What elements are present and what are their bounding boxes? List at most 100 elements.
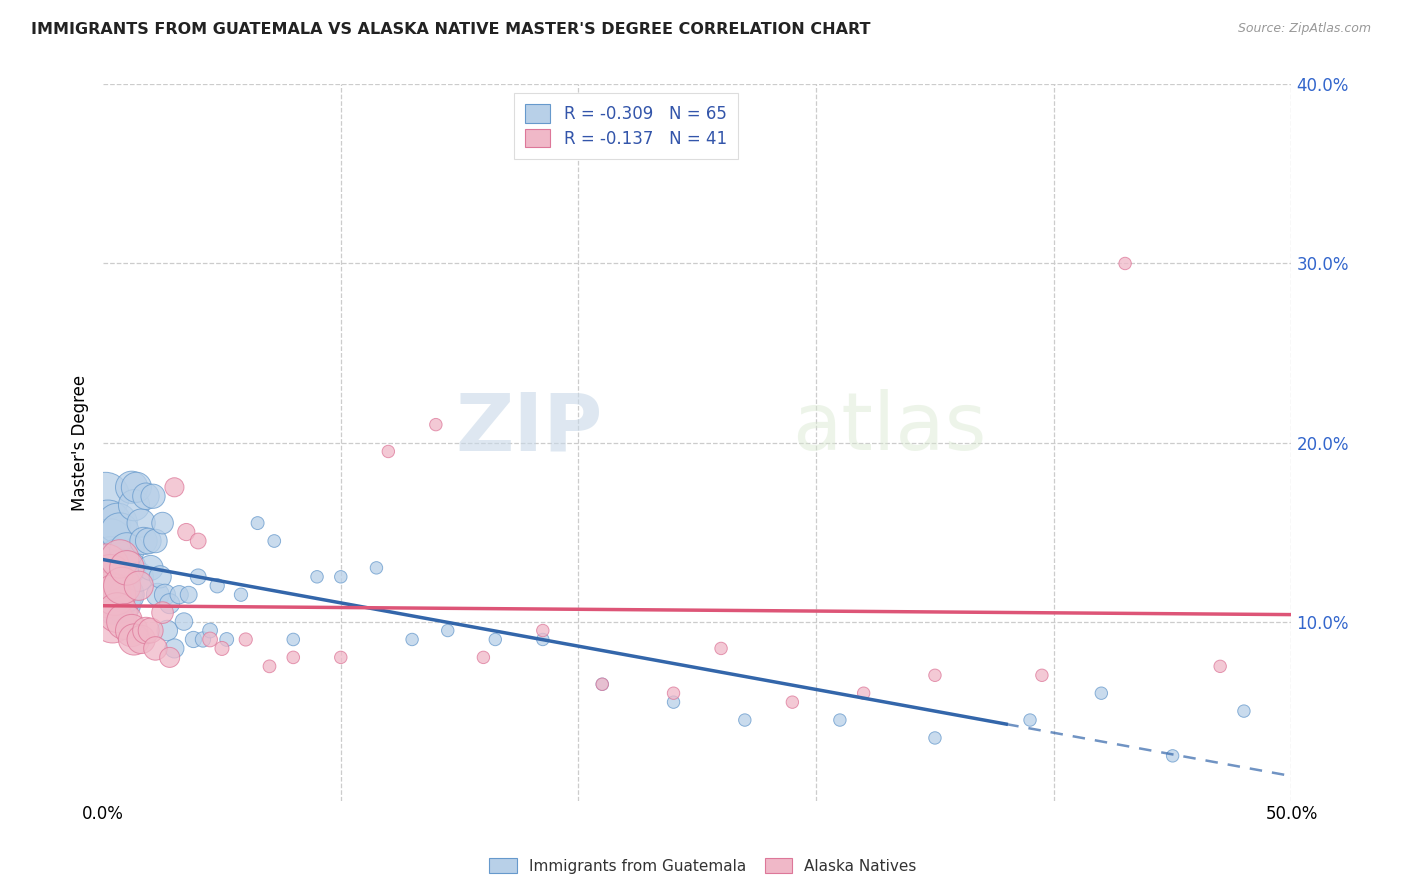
Point [329, 650, 352, 665]
Point [924, 668, 946, 682]
Legend: Immigrants from Guatemala, Alaska Natives: Immigrants from Guatemala, Alaska Native… [484, 852, 922, 880]
Point [167, 588, 190, 602]
Point [305, 570, 328, 584]
Point [366, 561, 388, 575]
Point [104, 570, 127, 584]
Point [472, 650, 495, 665]
Point [173, 615, 195, 629]
Point [177, 588, 200, 602]
Point [1161, 748, 1184, 763]
Point [108, 552, 131, 566]
Point [98, 534, 121, 549]
Point [187, 570, 209, 584]
Point [111, 579, 134, 593]
Point [128, 579, 150, 593]
Point [531, 624, 554, 638]
Point [1114, 256, 1136, 270]
Text: atlas: atlas [793, 389, 987, 467]
Point [145, 641, 167, 656]
Point [122, 498, 145, 512]
Point [531, 632, 554, 647]
Point [125, 480, 148, 494]
Point [152, 516, 174, 530]
Point [852, 686, 875, 700]
Point [129, 516, 152, 530]
Point [163, 641, 186, 656]
Point [159, 597, 181, 611]
Point [591, 677, 613, 691]
Point [149, 570, 172, 584]
Point [183, 632, 205, 647]
Point [156, 624, 179, 638]
Text: IMMIGRANTS FROM GUATEMALA VS ALASKA NATIVE MASTER'S DEGREE CORRELATION CHART: IMMIGRANTS FROM GUATEMALA VS ALASKA NATI… [31, 22, 870, 37]
Point [104, 588, 127, 602]
Text: ZIP: ZIP [456, 389, 602, 467]
Point [135, 489, 157, 503]
Point [98, 570, 121, 584]
Point [115, 543, 138, 558]
Point [263, 534, 285, 549]
Point [111, 597, 134, 611]
Point [591, 677, 613, 691]
Point [205, 579, 228, 593]
Point [129, 632, 152, 647]
Point [377, 444, 399, 458]
Point [1209, 659, 1232, 673]
Point [114, 615, 136, 629]
Point [401, 632, 423, 647]
Point [152, 606, 174, 620]
Point [229, 588, 252, 602]
Point [121, 624, 143, 638]
Point [246, 516, 269, 530]
Point [118, 561, 141, 575]
Point [1031, 668, 1053, 682]
Point [146, 588, 169, 602]
Point [198, 632, 221, 647]
Point [484, 632, 506, 647]
Point [329, 570, 352, 584]
Point [924, 731, 946, 745]
Point [782, 695, 804, 709]
Point [145, 534, 167, 549]
Point [101, 588, 124, 602]
Point [111, 561, 134, 575]
Point [105, 606, 128, 620]
Point [98, 552, 121, 566]
Point [142, 489, 165, 503]
Point [153, 588, 176, 602]
Legend: R = -0.309   N = 65, R = -0.137   N = 41: R = -0.309 N = 65, R = -0.137 N = 41 [513, 93, 738, 160]
Point [101, 561, 124, 575]
Point [97, 516, 120, 530]
Point [105, 516, 128, 530]
Point [211, 641, 233, 656]
Point [425, 417, 447, 432]
Point [108, 524, 131, 539]
Point [1090, 686, 1112, 700]
Point [128, 570, 150, 584]
Point [97, 588, 120, 602]
Point [283, 650, 305, 665]
Point [163, 480, 186, 494]
Point [104, 597, 127, 611]
Point [132, 534, 155, 549]
Point [139, 561, 162, 575]
Point [215, 632, 238, 647]
Point [198, 624, 221, 638]
Point [1019, 713, 1042, 727]
Point [828, 713, 851, 727]
Point [283, 632, 305, 647]
Point [734, 713, 756, 727]
Point [108, 579, 131, 593]
Point [176, 524, 198, 539]
Point [121, 480, 143, 494]
Point [710, 641, 733, 656]
Point [114, 588, 136, 602]
Text: Source: ZipAtlas.com: Source: ZipAtlas.com [1237, 22, 1371, 36]
Point [101, 615, 124, 629]
Point [662, 695, 685, 709]
Point [191, 632, 214, 647]
Point [235, 632, 257, 647]
Point [115, 588, 138, 602]
Point [436, 624, 458, 638]
Point [187, 534, 209, 549]
